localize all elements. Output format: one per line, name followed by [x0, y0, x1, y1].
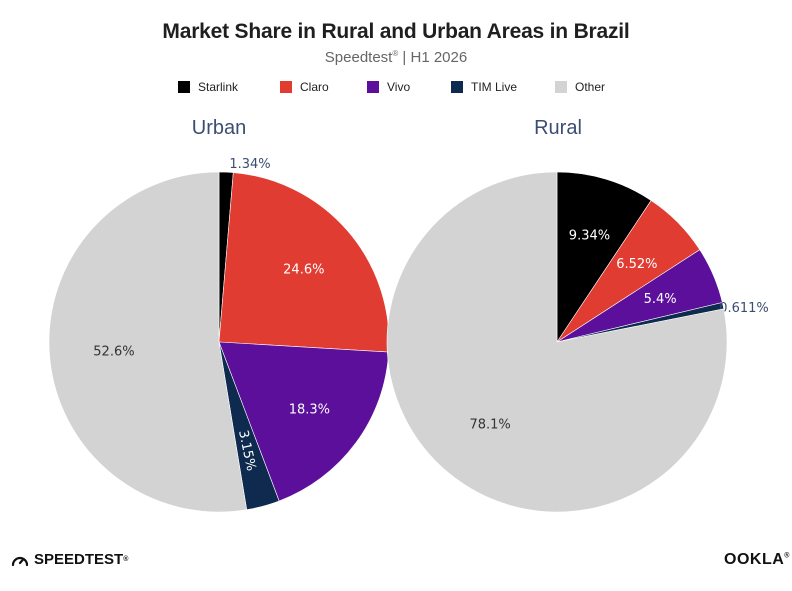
urban-label-other: 52.6% — [93, 345, 134, 360]
legend-swatch-tim-live — [451, 81, 463, 93]
legend-label-vivo: Vivo — [387, 80, 411, 94]
subtitle-period: | H1 2026 — [398, 49, 468, 66]
legend-item-other: Other — [555, 79, 605, 95]
legend-swatch-vivo — [367, 81, 379, 93]
legend-item-claro: Claro — [280, 79, 329, 95]
legend-label-starlink: Starlink — [198, 80, 239, 94]
chart-title: Market Share in Rural and Urban Areas in… — [162, 20, 630, 43]
speedtest-mark: ® — [123, 556, 129, 563]
urban-slice-vivo — [218, 341, 390, 502]
legend-item-tim-live: TIM Live — [451, 79, 517, 95]
rural-slice-starlink — [556, 171, 652, 343]
urban-label-claro: 24.6% — [283, 263, 324, 278]
urban-label-starlink: 1.34% — [229, 157, 270, 172]
ookla-wordmark: OOKLA — [724, 551, 785, 568]
speedtest-logo: SPEEDTEST ® — [10, 551, 128, 568]
rural-pie-title: Rural — [534, 117, 582, 139]
legend-item-vivo: Vivo — [367, 79, 410, 95]
rural-label-other: 78.1% — [469, 417, 510, 432]
legend-label-claro: Claro — [300, 80, 329, 94]
ookla-logo: OOKLA® — [724, 551, 790, 569]
urban-label-vivo: 18.3% — [289, 402, 330, 417]
rural-label-tim-live: 0.611% — [719, 301, 769, 316]
rural-label-starlink: 9.34% — [569, 229, 610, 244]
urban-pie-title: Urban — [191, 117, 247, 139]
subtitle-brand: Speedtest — [324, 49, 393, 66]
legend-swatch-claro — [280, 81, 292, 93]
rural-slice-other — [386, 171, 728, 513]
legend-label-tim-live: TIM Live — [471, 80, 518, 94]
speedtest-wordmark: SPEEDTEST — [34, 551, 124, 568]
legend-label-other: Other — [575, 80, 606, 94]
legend-item-starlink: Starlink — [178, 79, 238, 95]
legend-swatch-starlink — [178, 81, 190, 93]
rural-label-claro: 6.52% — [616, 257, 657, 272]
legend-swatch-other — [555, 81, 567, 93]
ookla-mark: ® — [784, 552, 790, 560]
speedometer-icon — [11, 556, 29, 566]
urban-slice-other — [48, 171, 248, 513]
chart-subtitle: Speedtest® | H1 2026 — [0, 49, 792, 66]
subtitle-mark: ® — [392, 49, 399, 58]
rural-label-vivo: 5.4% — [644, 292, 677, 307]
